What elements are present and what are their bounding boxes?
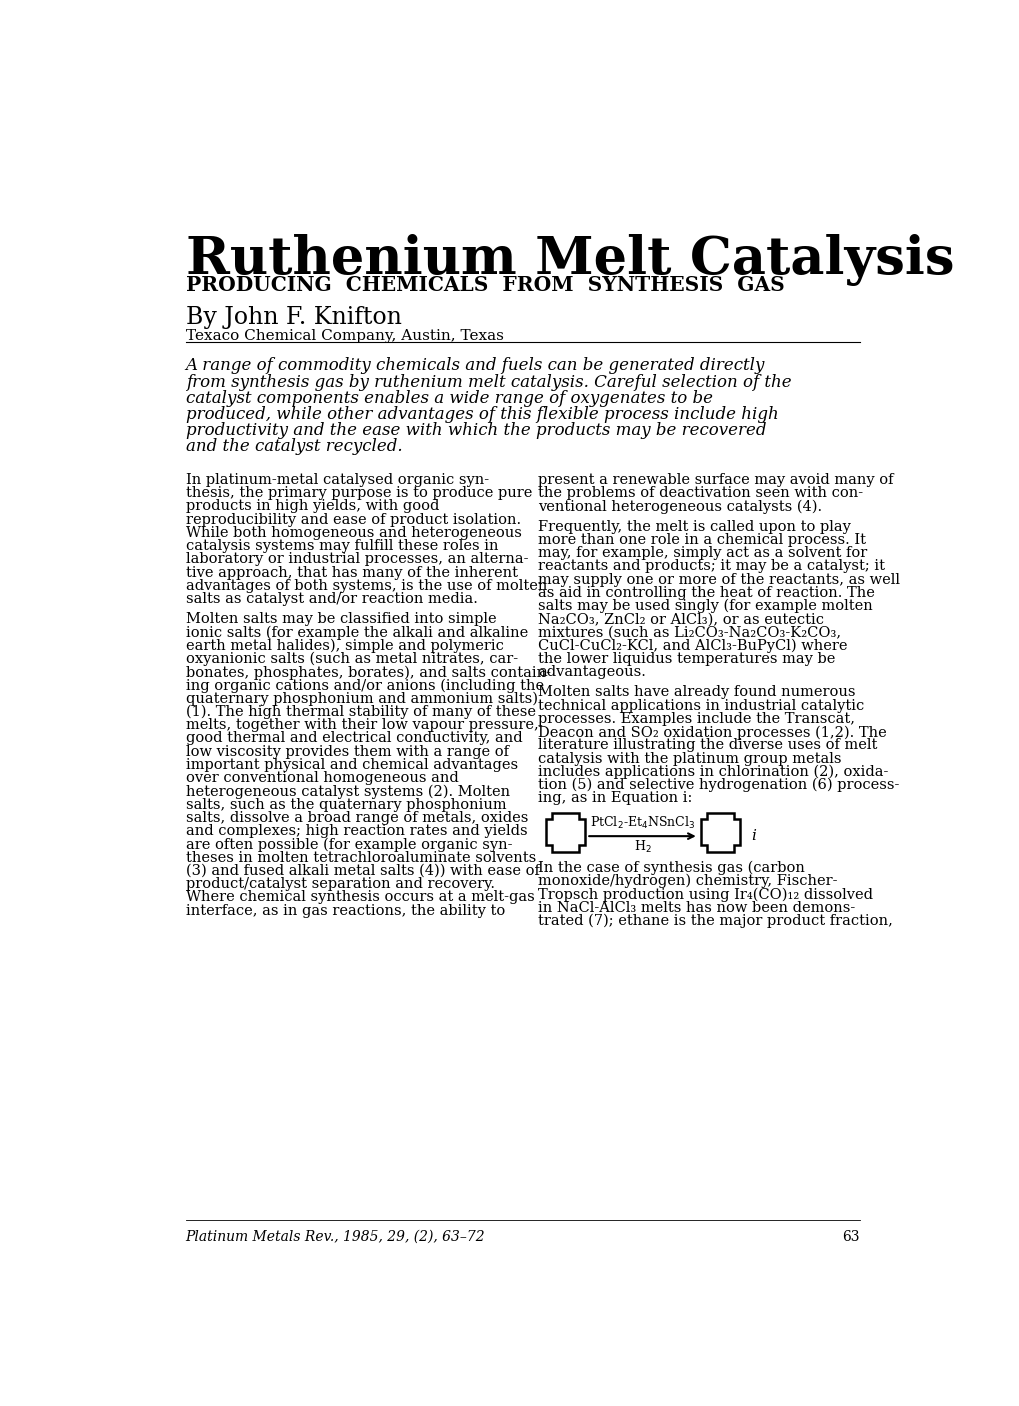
Text: tion (5) and selective hydrogenation (6) process-: tion (5) and selective hydrogenation (6)… [538, 778, 899, 793]
Text: theses in molten tetrachloroaluminate solvents: theses in molten tetrachloroaluminate so… [185, 851, 535, 865]
Text: H$_2$: H$_2$ [633, 838, 651, 855]
Text: laboratory or industrial processes, an alterna-: laboratory or industrial processes, an a… [185, 553, 528, 567]
Text: (1). The high thermal stability of many of these: (1). The high thermal stability of many … [185, 704, 535, 720]
Text: may supply one or more of the reactants, as well: may supply one or more of the reactants,… [538, 572, 900, 586]
Text: PRODUCING  CHEMICALS  FROM  SYNTHESIS  GAS: PRODUCING CHEMICALS FROM SYNTHESIS GAS [185, 276, 784, 295]
Text: the problems of deactivation seen with con-: the problems of deactivation seen with c… [538, 486, 862, 501]
Text: earth metal halides), simple and polymeric: earth metal halides), simple and polymer… [185, 638, 503, 654]
Text: from synthesis gas by ruthenium melt catalysis. Careful selection of the: from synthesis gas by ruthenium melt cat… [185, 374, 791, 391]
Text: ing, as in Equation i:: ing, as in Equation i: [538, 792, 692, 806]
Text: Na₂CO₃, ZnCl₂ or AlCl₃), or as eutectic: Na₂CO₃, ZnCl₂ or AlCl₃), or as eutectic [538, 612, 823, 626]
Text: salts may be used singly (for example molten: salts may be used singly (for example mo… [538, 599, 872, 613]
Text: important physical and chemical advantages: important physical and chemical advantag… [185, 758, 518, 772]
Text: are often possible (for example organic syn-: are often possible (for example organic … [185, 838, 512, 852]
Text: technical applications in industrial catalytic: technical applications in industrial cat… [538, 699, 864, 713]
Text: and the catalyst recycled.: and the catalyst recycled. [185, 439, 401, 456]
Text: In platinum-metal catalysed organic syn-: In platinum-metal catalysed organic syn- [185, 472, 488, 486]
Text: over conventional homogeneous and: over conventional homogeneous and [185, 770, 458, 785]
Text: CuCl-CuCl₂-KCl, and AlCl₃-BuPyCl) where: CuCl-CuCl₂-KCl, and AlCl₃-BuPyCl) where [538, 638, 847, 654]
Text: interface, as in gas reactions, the ability to: interface, as in gas reactions, the abil… [185, 904, 504, 918]
Text: thesis, the primary purpose is to produce pure: thesis, the primary purpose is to produc… [185, 486, 532, 501]
Text: (3) and fused alkali metal salts (4)) with ease of: (3) and fused alkali metal salts (4)) wi… [185, 863, 539, 877]
Text: A range of commodity chemicals and fuels can be generated directly: A range of commodity chemicals and fuels… [185, 357, 764, 374]
Text: Ruthenium Melt Catalysis: Ruthenium Melt Catalysis [185, 235, 953, 287]
Text: catalyst components enables a wide range of oxygenates to be: catalyst components enables a wide range… [185, 389, 712, 406]
Polygon shape [700, 813, 739, 852]
Text: ing organic cations and/or anions (including the: ing organic cations and/or anions (inclu… [185, 679, 543, 693]
Text: reactants and products; it may be a catalyst; it: reactants and products; it may be a cata… [538, 560, 884, 574]
Text: productivity and the ease with which the products may be recovered: productivity and the ease with which the… [185, 422, 765, 439]
Text: Molten salts may be classified into simple: Molten salts may be classified into simp… [185, 612, 496, 626]
Text: Platinum Metals Rev., 1985, 29, (2), 63–72: Platinum Metals Rev., 1985, 29, (2), 63–… [185, 1230, 485, 1244]
Text: While both homogeneous and heterogeneous: While both homogeneous and heterogeneous [185, 526, 521, 540]
Text: Frequently, the melt is called upon to play: Frequently, the melt is called upon to p… [538, 520, 850, 533]
Text: may, for example, simply act as a solvent for: may, for example, simply act as a solven… [538, 546, 866, 560]
Text: By John F. Knifton: By John F. Knifton [185, 305, 401, 329]
Text: PtCl$_2$-Et$_4$NSnCl$_3$: PtCl$_2$-Et$_4$NSnCl$_3$ [589, 814, 695, 831]
Text: present a renewable surface may avoid many of: present a renewable surface may avoid ma… [538, 472, 893, 486]
Text: reproducibility and ease of product isolation.: reproducibility and ease of product isol… [185, 513, 521, 527]
Text: Deacon and SO₂ oxidation processes (1,2). The: Deacon and SO₂ oxidation processes (1,2)… [538, 725, 887, 740]
Text: low viscosity provides them with a range of: low viscosity provides them with a range… [185, 745, 508, 759]
Text: includes applications in chlorination (2), oxida-: includes applications in chlorination (2… [538, 765, 888, 779]
Text: catalysis with the platinum group metals: catalysis with the platinum group metals [538, 752, 841, 766]
Text: advantageous.: advantageous. [538, 665, 645, 679]
Text: Texaco Chemical Company, Austin, Texas: Texaco Chemical Company, Austin, Texas [185, 329, 503, 343]
Text: tive approach, that has many of the inherent: tive approach, that has many of the inhe… [185, 565, 517, 579]
Text: catalysis systems may fulfill these roles in: catalysis systems may fulfill these role… [185, 538, 497, 553]
Text: quaternary phosphonium and ammonium salts): quaternary phosphonium and ammonium salt… [185, 692, 537, 706]
Text: and complexes; high reaction rates and yields: and complexes; high reaction rates and y… [185, 824, 527, 838]
Text: advantages of both systems, is the use of molten: advantages of both systems, is the use o… [185, 579, 546, 593]
Text: product/catalyst separation and recovery.: product/catalyst separation and recovery… [185, 877, 494, 891]
Text: monoxide/hydrogen) chemistry, Fischer-: monoxide/hydrogen) chemistry, Fischer- [538, 875, 837, 889]
Text: heterogeneous catalyst systems (2). Molten: heterogeneous catalyst systems (2). Molt… [185, 785, 510, 799]
Text: the lower liquidus temperatures may be: the lower liquidus temperatures may be [538, 652, 835, 666]
Text: salts as catalyst and/or reaction media.: salts as catalyst and/or reaction media. [185, 592, 477, 606]
Text: Where chemical synthesis occurs at a melt-gas: Where chemical synthesis occurs at a mel… [185, 890, 534, 904]
Polygon shape [545, 813, 584, 852]
Text: bonates, phosphates, borates), and salts contain-: bonates, phosphates, borates), and salts… [185, 665, 550, 679]
Text: more than one role in a chemical process. It: more than one role in a chemical process… [538, 533, 865, 547]
Text: trated (7); ethane is the major product fraction,: trated (7); ethane is the major product … [538, 914, 893, 928]
Text: Tropsch production using Ir₄(CO)₁₂ dissolved: Tropsch production using Ir₄(CO)₁₂ disso… [538, 887, 872, 901]
Text: processes. Examples include the Transcat,: processes. Examples include the Transcat… [538, 711, 854, 725]
Text: in NaCl-AlCl₃ melts has now been demons-: in NaCl-AlCl₃ melts has now been demons- [538, 900, 855, 914]
Text: as aid in controlling the heat of reaction. The: as aid in controlling the heat of reacti… [538, 586, 874, 600]
Text: i: i [751, 830, 755, 844]
Text: ventional heterogeneous catalysts (4).: ventional heterogeneous catalysts (4). [538, 499, 821, 513]
Text: salts, such as the quaternary phosphonium: salts, such as the quaternary phosphoniu… [185, 797, 505, 811]
Text: products in high yields, with good: products in high yields, with good [185, 499, 438, 513]
Text: In the case of synthesis gas (carbon: In the case of synthesis gas (carbon [538, 860, 804, 875]
Text: salts, dissolve a broad range of metals, oxides: salts, dissolve a broad range of metals,… [185, 811, 528, 825]
Text: oxyanionic salts (such as metal nitrates, car-: oxyanionic salts (such as metal nitrates… [185, 652, 518, 666]
Text: good thermal and electrical conductivity, and: good thermal and electrical conductivity… [185, 731, 522, 745]
Text: 63: 63 [842, 1230, 859, 1244]
Text: ionic salts (for example the alkali and alkaline: ionic salts (for example the alkali and … [185, 626, 528, 640]
Text: mixtures (such as Li₂CO₃-Na₂CO₃-K₂CO₃,: mixtures (such as Li₂CO₃-Na₂CO₃-K₂CO₃, [538, 626, 841, 640]
Text: Molten salts have already found numerous: Molten salts have already found numerous [538, 685, 855, 699]
Text: produced, while other advantages of this flexible process include high: produced, while other advantages of this… [185, 406, 777, 423]
Text: melts, together with their low vapour pressure,: melts, together with their low vapour pr… [185, 718, 538, 733]
Text: literature illustrating the diverse uses of melt: literature illustrating the diverse uses… [538, 738, 876, 752]
